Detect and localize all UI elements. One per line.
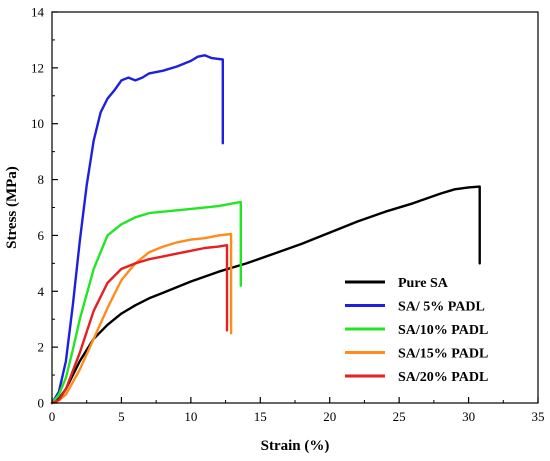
legend-label: SA/10% PADL (398, 323, 488, 338)
legend-label: Pure SA (398, 276, 449, 291)
legend-label: SA/15% PADL (398, 347, 488, 362)
x-tick-label: 10 (184, 409, 197, 424)
y-tick-label: 14 (31, 5, 45, 20)
y-tick-label: 2 (38, 340, 45, 355)
legend: Pure SA SA/ 5% PADL SA/10% PADL SA/15% PADL… (345, 276, 488, 385)
series-line-5 (50, 243, 229, 405)
y-tick-label: 8 (38, 172, 45, 187)
x-tick-label: 0 (49, 409, 56, 424)
y-tick-label: 4 (38, 284, 45, 299)
x-axis-title: Strain (%) (261, 438, 330, 454)
y-axis-title: Stress (MPa) (4, 166, 20, 249)
series-line-4 (50, 232, 233, 405)
series-lines (50, 54, 481, 405)
series-line-3 (50, 200, 243, 405)
x-tick-label: 35 (532, 409, 545, 424)
x-tick-label: 25 (393, 409, 406, 424)
y-axis-ticks: 0 2 4 6 8 10 12 14 (31, 5, 58, 411)
y-tick-label: 10 (31, 116, 44, 131)
y-tick-label: 6 (38, 228, 45, 243)
x-tick-label: 5 (118, 409, 125, 424)
y-tick-label: 12 (31, 60, 44, 75)
legend-label: SA/ 5% PADL (398, 300, 485, 315)
legend-label: SA/20% PADL (398, 370, 488, 385)
x-tick-label: 15 (254, 409, 267, 424)
x-axis-ticks: 0 5 10 15 20 25 30 35 (49, 397, 545, 424)
plot-frame (51, 11, 539, 404)
y-tick-label: 0 (38, 396, 45, 411)
x-tick-label: 30 (462, 409, 475, 424)
series-line-2 (50, 54, 225, 405)
x-tick-label: 20 (323, 409, 336, 424)
